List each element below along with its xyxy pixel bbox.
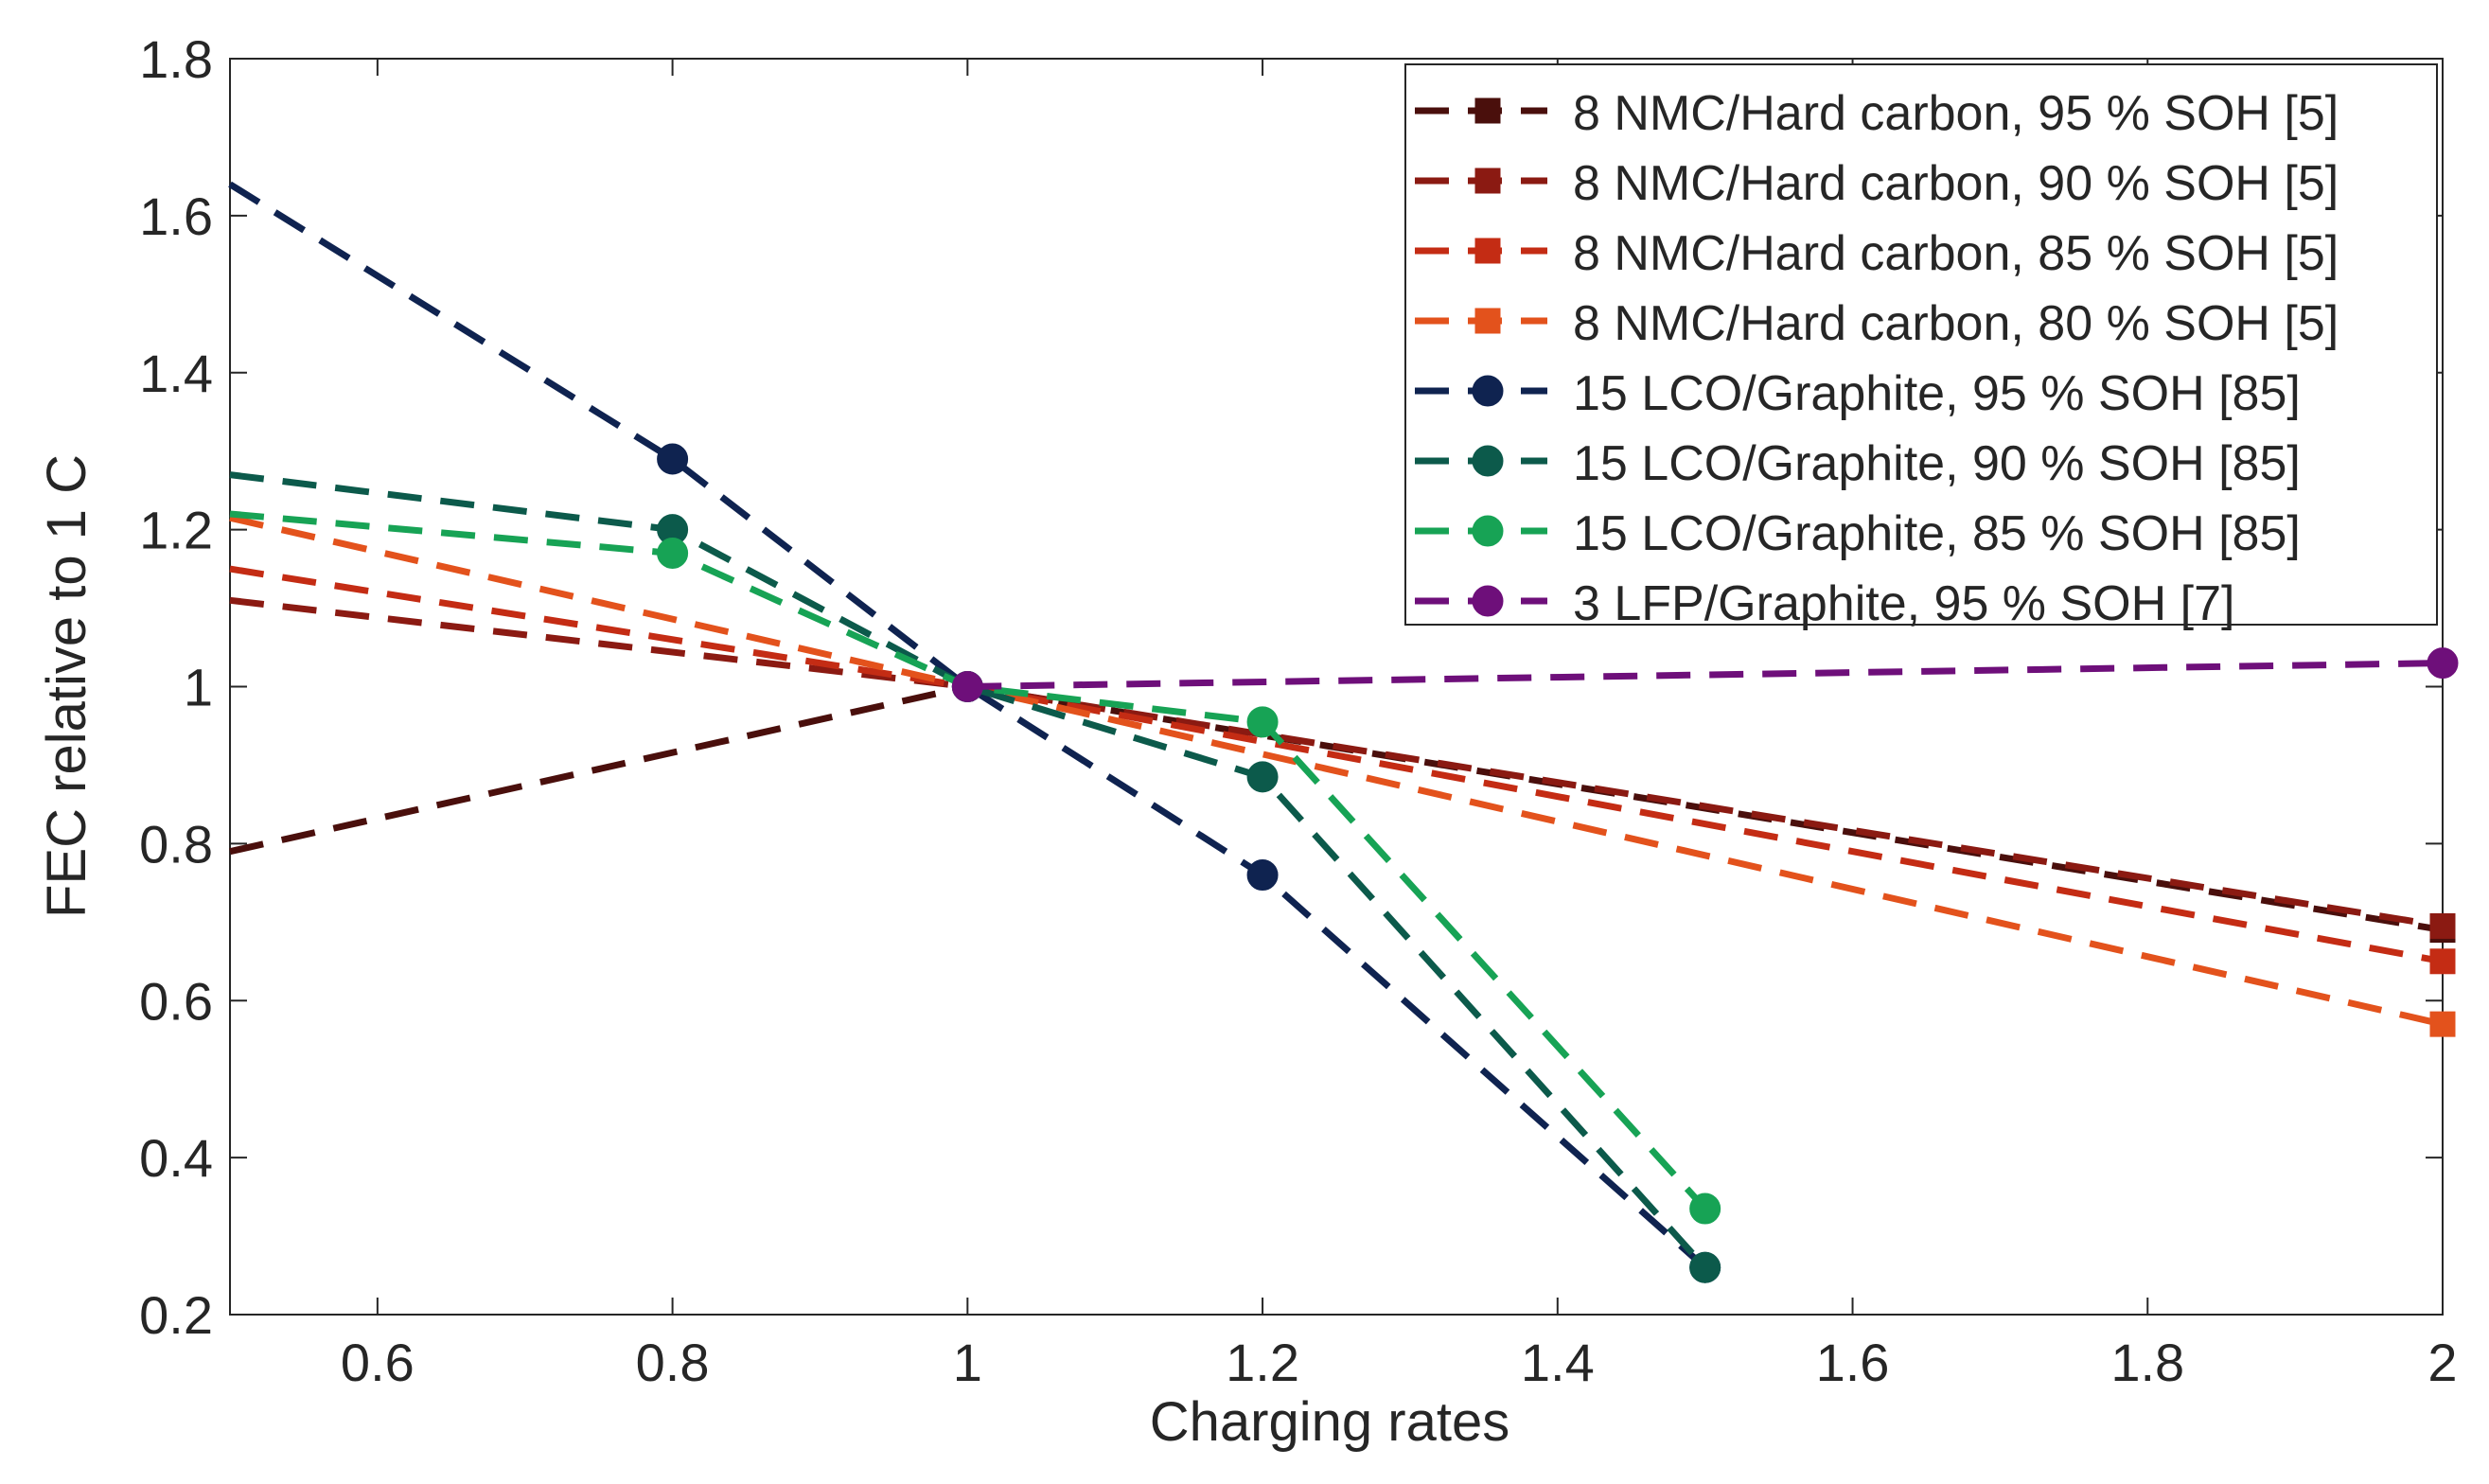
legend-entry: 8 NMC/Hard carbon, 95 % SOH [5] xyxy=(1415,86,2339,141)
legend: 8 NMC/Hard carbon, 95 % SOH [5] 8 NMC/Har… xyxy=(1404,63,2438,631)
y-tick-label: 1.2 xyxy=(139,501,213,560)
legend-label: 15 LCO/Graphite, 95 % SOH [85] xyxy=(1573,366,2301,421)
data-point xyxy=(1246,761,1279,793)
series-line xyxy=(229,471,1708,1270)
y-tick-label: 1.4 xyxy=(139,344,213,403)
data-point xyxy=(2429,1011,2456,1037)
data-point xyxy=(2429,948,2456,975)
y-tick-label: 1.6 xyxy=(139,186,213,246)
x-tick-label: 1.6 xyxy=(1816,1333,1890,1392)
legend-label: 8 NMC/Hard carbon, 85 % SOH [5] xyxy=(1573,226,2339,281)
data-point xyxy=(1689,1251,1721,1283)
legend-box xyxy=(1404,63,2438,626)
legend-marker xyxy=(1474,168,1501,194)
legend-marker xyxy=(1472,585,1504,617)
series-line xyxy=(228,181,1708,1270)
x-axis-label: Charging rates xyxy=(1150,1391,1509,1453)
data-point xyxy=(657,538,689,570)
x-tick-label: 1.2 xyxy=(1226,1333,1299,1392)
legend-entry: 8 NMC/Hard carbon, 80 % SOH [5] xyxy=(1415,296,2339,351)
x-tick-label: 0.6 xyxy=(341,1333,415,1392)
data-point xyxy=(1689,1192,1721,1225)
legend-label: 15 LCO/Graphite, 85 % SOH [85] xyxy=(1573,506,2301,561)
legend-entry: 15 LCO/Graphite, 95 % SOH [85] xyxy=(1415,366,2301,421)
x-tick-label: 0.8 xyxy=(636,1333,710,1392)
legend-marker xyxy=(1474,238,1501,264)
x-tick-label: 2 xyxy=(2427,1333,2457,1392)
x-tick-label: 1 xyxy=(953,1333,982,1392)
data-point xyxy=(2427,647,2459,680)
legend-marker xyxy=(1472,375,1504,407)
legend-label: 3 LFP/Graphite, 95 % SOH [7] xyxy=(1573,576,2234,631)
legend-entry: 8 NMC/Hard carbon, 85 % SOH [5] xyxy=(1415,226,2339,281)
legend-entry: 3 LFP/Graphite, 95 % SOH [7] xyxy=(1415,576,2234,631)
legend-marker xyxy=(1474,97,1501,124)
x-tick-label: 1.4 xyxy=(1521,1333,1595,1392)
y-axis-label: FEC relative to 1 C xyxy=(36,454,97,918)
y-tick-label: 0.6 xyxy=(139,971,213,1031)
y-tick-label: 0.4 xyxy=(139,1128,213,1188)
data-point xyxy=(951,671,983,702)
data-point xyxy=(2429,912,2456,939)
legend-label: 8 NMC/Hard carbon, 90 % SOH [5] xyxy=(1573,156,2339,211)
legend-marker xyxy=(1472,445,1504,477)
legend-entry: 8 NMC/Hard carbon, 90 % SOH [5] xyxy=(1415,156,2339,211)
series-layer xyxy=(228,181,2459,1283)
y-tick-label: 1 xyxy=(184,658,213,717)
series-8 xyxy=(951,647,2459,702)
legend-entry: 15 LCO/Graphite, 85 % SOH [85] xyxy=(1415,506,2301,561)
legend-label: 15 LCO/Graphite, 90 % SOH [85] xyxy=(1573,436,2301,491)
y-tick-label: 1.8 xyxy=(139,29,213,89)
axes: 0.6 0.8 1 1.2 1.4 1.6 1.8 2 0.2 0.4 0.6 0.8 1 1.2 1.4 1… xyxy=(139,29,2457,1392)
y-tick-label: 0.2 xyxy=(139,1285,213,1345)
data-point xyxy=(1246,706,1279,738)
legend-label: 8 NMC/Hard carbon, 95 % SOH [5] xyxy=(1573,86,2339,141)
data-point xyxy=(657,443,689,475)
legend-marker xyxy=(1474,308,1501,334)
x-tick-label: 1.8 xyxy=(2110,1333,2184,1392)
legend-label: 8 NMC/Hard carbon, 80 % SOH [5] xyxy=(1573,296,2339,351)
legend-entry: 15 LCO/Graphite, 90 % SOH [85] xyxy=(1415,436,2301,491)
legend-marker xyxy=(1472,515,1504,547)
data-point xyxy=(1246,859,1279,892)
series-line xyxy=(967,660,2444,690)
y-tick-label: 0.8 xyxy=(139,814,213,874)
